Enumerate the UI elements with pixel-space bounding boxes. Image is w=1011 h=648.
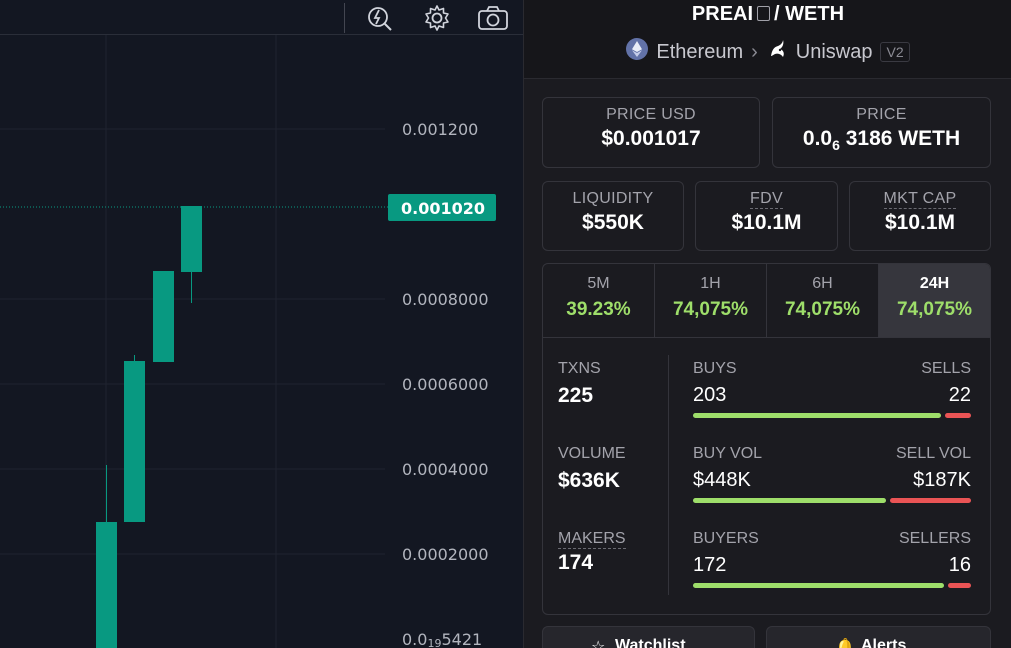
stats-divider — [668, 355, 669, 595]
base-token: PREAI — [691, 3, 754, 25]
quote-token: WETH — [785, 3, 845, 25]
tab-6h[interactable]: 6H 74,075% — [767, 264, 879, 337]
watchlist-button[interactable]: ☆ Watchlist — [542, 626, 755, 648]
dex-link[interactable]: Uniswap — [795, 40, 873, 63]
pair-subtitle: Ethereum › Uniswap V2 — [524, 38, 1011, 66]
mkt-cap-card: MKT CAP $10.1M — [849, 181, 991, 251]
candle — [153, 271, 174, 362]
ethereum-icon — [626, 38, 649, 66]
toolbar-divider — [344, 3, 345, 33]
buyers-sellers-stat: BUYERS SELLERS 172 16 — [693, 530, 971, 588]
mkt-cap-value: $10.1M — [884, 211, 956, 234]
tab-24h[interactable]: 24H 74,075% — [879, 264, 990, 337]
liquidity-label: LIQUIDITY — [572, 190, 654, 207]
price-tick-label: 0.001200 — [402, 120, 478, 139]
buys-sells-stat: BUYS SELLS 203 22 — [693, 360, 971, 418]
pair-separator: / — [774, 3, 780, 25]
copy-icon[interactable] — [757, 6, 771, 21]
price-tick-label: 0.0008000 — [402, 290, 489, 309]
price-usd-value: $0.001017 — [601, 127, 701, 150]
price-axis: 0.001200 0.0008000 0.0006000 0.0004000 0… — [402, 120, 489, 648]
candle — [181, 206, 202, 272]
volume-split-stat: BUY VOL SELL VOL $448K $187K — [693, 445, 971, 503]
buys-sells-bar — [693, 413, 971, 418]
price-tick-label: 0.0002000 — [402, 545, 489, 564]
fdv-label[interactable]: FDV — [750, 190, 783, 209]
liquidity-card: LIQUIDITY $550K — [542, 181, 684, 251]
fdv-card: FDV $10.1M — [695, 181, 838, 251]
bell-icon: 🔔 — [835, 639, 855, 648]
fdv-value: $10.1M — [731, 211, 802, 234]
svg-text:0.001020: 0.001020 — [401, 199, 485, 218]
timeframe-tabs: 5M 39.23% 1H 74,075% 6H 74,075% 24H 74,075% — [543, 264, 990, 338]
candlestick-chart[interactable]: 0.001200 0.0008000 0.0006000 0.0004000 0… — [0, 35, 523, 648]
gear-icon[interactable] — [421, 2, 453, 34]
volume-stat: VOLUME $636K — [558, 445, 626, 492]
candle — [96, 522, 117, 648]
liquidity-value: $550K — [582, 211, 644, 234]
price-tick-label: 0.0004000 — [402, 460, 489, 479]
price-native-label: PRICE — [856, 106, 907, 123]
price-native-value: 0.06 3186 WETH — [802, 127, 961, 154]
pair-info-panel: PREAI / WETH Ethereum › Uniswap V2 PRICE … — [523, 0, 1011, 648]
price-tick-label: 0.0006000 — [402, 375, 489, 394]
makers-stat[interactable]: MAKERS 174 — [558, 530, 626, 574]
price-usd-card: PRICE USD $0.001017 — [542, 97, 760, 168]
chevron-right-icon: › — [751, 40, 758, 63]
grid — [0, 35, 385, 648]
camera-icon[interactable] — [477, 2, 509, 34]
volume-split-bar — [693, 498, 971, 503]
price-usd-label: PRICE USD — [606, 106, 696, 123]
timeframe-stats-box: 5M 39.23% 1H 74,075% 6H 74,075% 24H 74,075% … — [542, 263, 991, 615]
star-icon: ☆ — [591, 639, 606, 648]
tab-5m[interactable]: 5M 39.23% — [543, 264, 655, 337]
price-tick-label-bottom: 0.0195421 — [402, 630, 482, 648]
pair-header: PREAI / WETH Ethereum › Uniswap V2 — [524, 0, 1011, 79]
txns-stat: TXNS 225 — [558, 360, 601, 407]
candle — [124, 361, 145, 522]
chain-link[interactable]: Ethereum — [656, 40, 744, 63]
current-price-badge: 0.001020 — [388, 194, 496, 221]
tab-1h[interactable]: 1H 74,075% — [655, 264, 767, 337]
uniswap-icon — [766, 38, 788, 66]
alerts-button[interactable]: 🔔 Alerts — [766, 626, 991, 648]
candles — [96, 206, 202, 648]
price-native-card: PRICE 0.06 3186 WETH — [772, 97, 991, 168]
lightning-search-icon[interactable] — [363, 2, 395, 34]
price-chart[interactable]: 0.001200 0.0008000 0.0006000 0.0004000 0… — [0, 0, 523, 648]
chart-toolbar — [0, 0, 523, 35]
mkt-cap-label[interactable]: MKT CAP — [883, 190, 957, 209]
version-badge: V2 — [880, 42, 910, 62]
buyers-sellers-bar — [693, 583, 971, 588]
pair-title: PREAI / WETH — [524, 3, 1011, 26]
trade-stats: TXNS 225 VOLUME $636K MAKERS 174 BUYS SEL… — [543, 338, 990, 614]
